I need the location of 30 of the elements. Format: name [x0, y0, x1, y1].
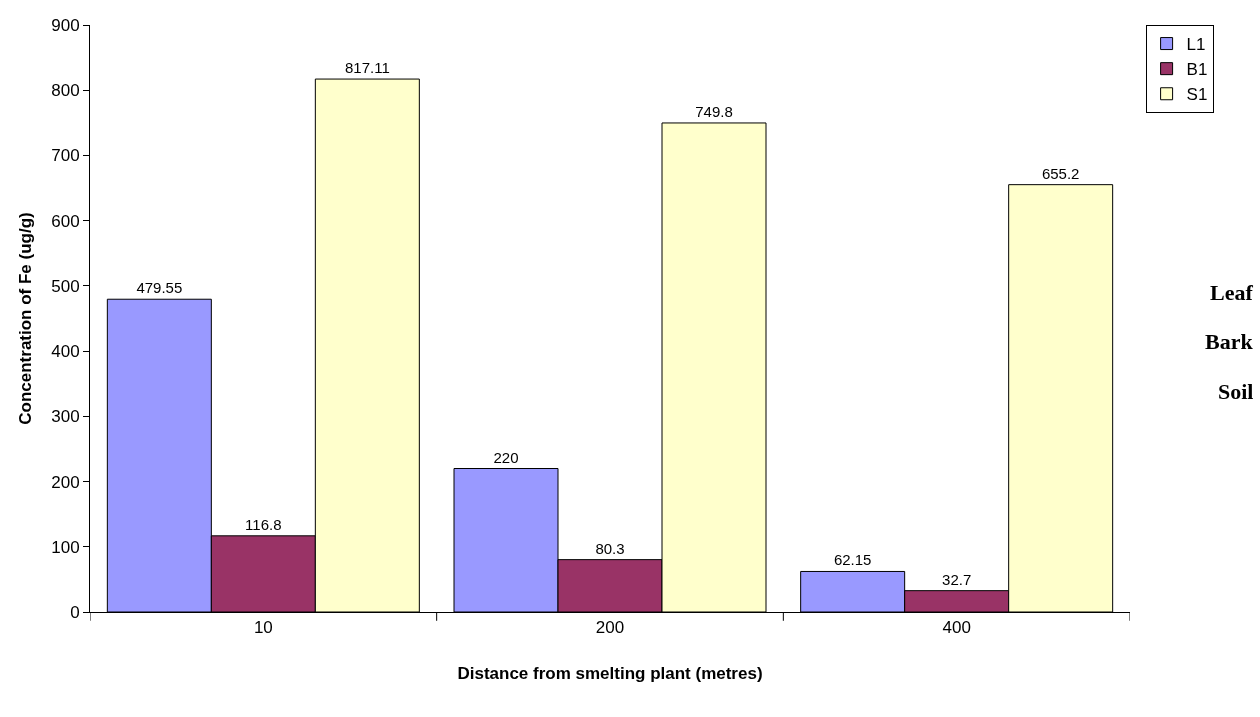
text: Bark	[1205, 329, 1254, 354]
y-tick-label: 0	[70, 602, 80, 622]
y-tick-label: 600	[51, 211, 80, 231]
x-tick-label: 10	[253, 618, 273, 638]
y-tick-label: 800	[51, 81, 80, 101]
y-tick-label: 500	[51, 276, 80, 296]
y-tick-label: 200	[51, 472, 80, 492]
data-label: 817.11	[344, 59, 390, 77]
x-tick-label: 200	[595, 618, 625, 638]
data-label: 479.55	[136, 279, 183, 297]
data-label: 80.3	[595, 539, 625, 557]
data-label: 32.7	[942, 570, 972, 588]
y-tick-label: 700	[51, 146, 80, 166]
data-label: 749.8	[695, 102, 733, 120]
y-tick-label: 900	[51, 15, 80, 35]
data-label: 655.2	[1041, 164, 1080, 182]
legend-label: L1	[1186, 35, 1206, 55]
y-axis-title: Concentration of Fe (ug/g)	[15, 212, 35, 425]
data-label: 220	[493, 448, 519, 466]
legend-label: B1	[1186, 60, 1208, 80]
data-label: 62.15	[833, 551, 872, 569]
y-tick-label: 100	[51, 537, 80, 557]
y-tick-label: 300	[51, 407, 80, 427]
x-axis-title: Distance from smelting plant (metres)	[457, 663, 763, 683]
y-tick-label: 400	[51, 342, 80, 362]
x-tick-label: 400	[942, 618, 971, 638]
text: Soil	[1218, 379, 1254, 404]
legend-label: S1	[1186, 85, 1208, 105]
data-label: 116.8	[245, 515, 282, 533]
text: Leaf	[1210, 280, 1254, 305]
